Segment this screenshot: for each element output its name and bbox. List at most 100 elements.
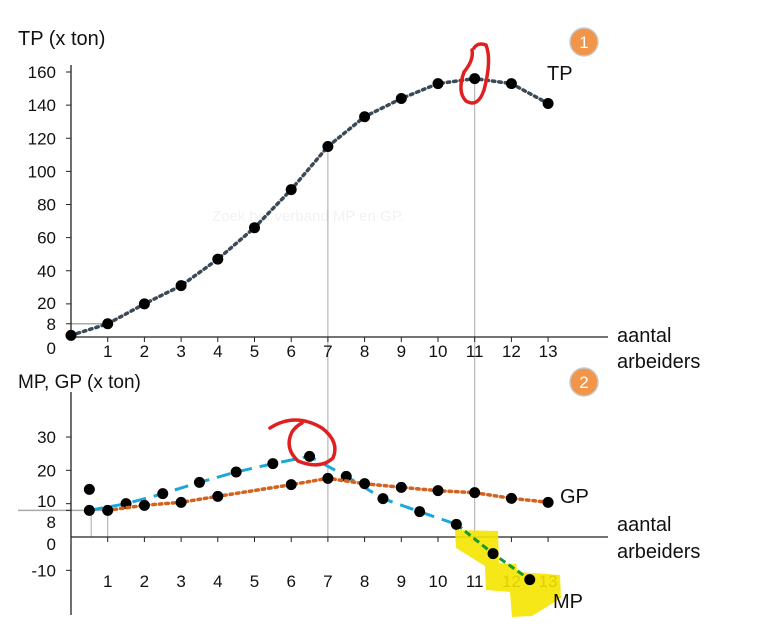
bottom-x-tick-label: 5 [250,572,259,591]
bottom-y-tick-label: 30 [37,428,56,447]
mp-point [524,574,536,586]
tp-point [138,298,150,310]
top-x-tick-label: 3 [176,342,185,361]
bottom-x-tick-label: 8 [360,572,369,591]
gp-point [542,496,554,508]
gp-point [175,496,187,508]
mp-point [267,458,279,470]
top-x-tick-label: 8 [360,342,369,361]
gp-point [285,479,297,491]
tp-point [542,97,554,109]
top-y-tick-label: 120 [28,129,56,148]
top-y-tick-label: 160 [28,63,56,82]
tp-series-label: TP [547,63,573,85]
top-x-tick-label: 5 [250,342,259,361]
top-x-tick-label: 6 [286,342,295,361]
bottom-y-axis-title: MP, GP (x ton) [18,372,141,393]
mp-point [377,493,389,505]
gp-point [432,485,444,497]
mp-point [487,548,499,560]
tp-point [505,78,517,90]
mp-point [340,470,352,482]
series-layer: TP MP GP [65,63,589,613]
top-x-tick-label: 13 [539,342,558,361]
bottom-x-tick-label: 11 [466,572,484,591]
top-x-tick-label: 10 [429,342,448,361]
gp-line [105,476,550,513]
bottom-x-axis-title: aantal arbeiders [617,514,700,563]
bottom-step-badge-number: 2 [579,373,588,392]
bottom-x-tick-label: 3 [176,572,185,591]
tp-point [285,184,297,196]
mp-point [230,466,242,478]
mp-point [83,504,95,516]
bottom-y-tick-label: 20 [37,461,56,480]
bottom-x-tick-label: 4 [213,572,222,591]
gp-point [469,487,481,499]
top-y-tick-label: 100 [28,162,56,181]
red-circle-annotation-bottom [268,418,337,467]
tp-line [69,76,550,338]
bottom-x-tick-label: 6 [286,572,295,591]
gp-point [212,490,224,502]
mp-point [157,488,169,500]
tp-point [359,111,371,123]
gp-point [505,492,517,504]
tp-point [102,318,114,330]
top-y-tick-label: 0 [47,339,56,358]
tp-point [175,280,187,292]
top-x-tick-label: 11 [466,342,484,361]
top-y-tick-label: 140 [28,96,56,115]
mp-point [304,450,316,462]
top-x-axis-title: aantal arbeiders [617,325,700,373]
tp-point [322,141,334,153]
top-y-tick-label: 20 [37,294,56,313]
watermark-text: Zoek het verband MP en GP. [212,208,404,225]
bottom-y-tick-label: 0 [47,535,56,554]
top-x-axis-title-line: aantal [617,325,672,347]
top-y-tick-label: 8 [47,315,56,334]
tp-point [469,73,481,85]
bottom-x-tick-label: 10 [429,572,448,591]
bottom-step-badge [569,367,599,397]
top-x-tick-label: 2 [140,342,149,361]
tp-point [65,329,77,341]
yellow-highlight-mark [455,530,561,617]
gp-point [322,472,334,484]
top-y-tick-label: 60 [37,229,56,248]
bottom-x-tick-label: 1 [103,572,112,591]
top-step-badge [569,27,599,57]
tp-point [249,222,260,234]
top-x-tick-label: 9 [397,342,406,361]
tp-point [432,78,444,90]
bottom-y-tick-label: 10 [37,492,56,511]
top-x-tick-label: 7 [323,342,332,361]
mp-series-label: MP [553,591,583,613]
gp-point [395,481,407,493]
gp-point [359,478,371,490]
bottom-x-tick-label: 7 [323,572,332,591]
bottom-y-tick-label: 8 [47,513,56,532]
gp-point [138,499,150,511]
mp-point [414,506,426,518]
mp-point [193,476,205,488]
bottom-x-tick-label: 9 [397,572,406,591]
red-circle-annotation-top [459,42,491,105]
bottom-x-axis-title-line: aantal [617,514,672,536]
tp-point [395,93,407,104]
top-step-badge-number: 1 [579,33,588,52]
extra-point [83,483,95,495]
top-x-tick-label: 12 [502,342,521,361]
bottom-x-axis-title-line: arbeiders [617,541,700,563]
top-x-tick-label: 1 [103,342,112,361]
bottom-y-tick-label: -10 [31,561,56,580]
gp-series-label: GP [560,486,589,508]
top-x-tick-label: 4 [213,342,222,361]
tp-point [212,253,224,265]
mp-point [450,518,462,530]
top-y-axis-title: TP (x ton) [18,28,105,50]
top-y-tick-label: 80 [37,196,56,215]
